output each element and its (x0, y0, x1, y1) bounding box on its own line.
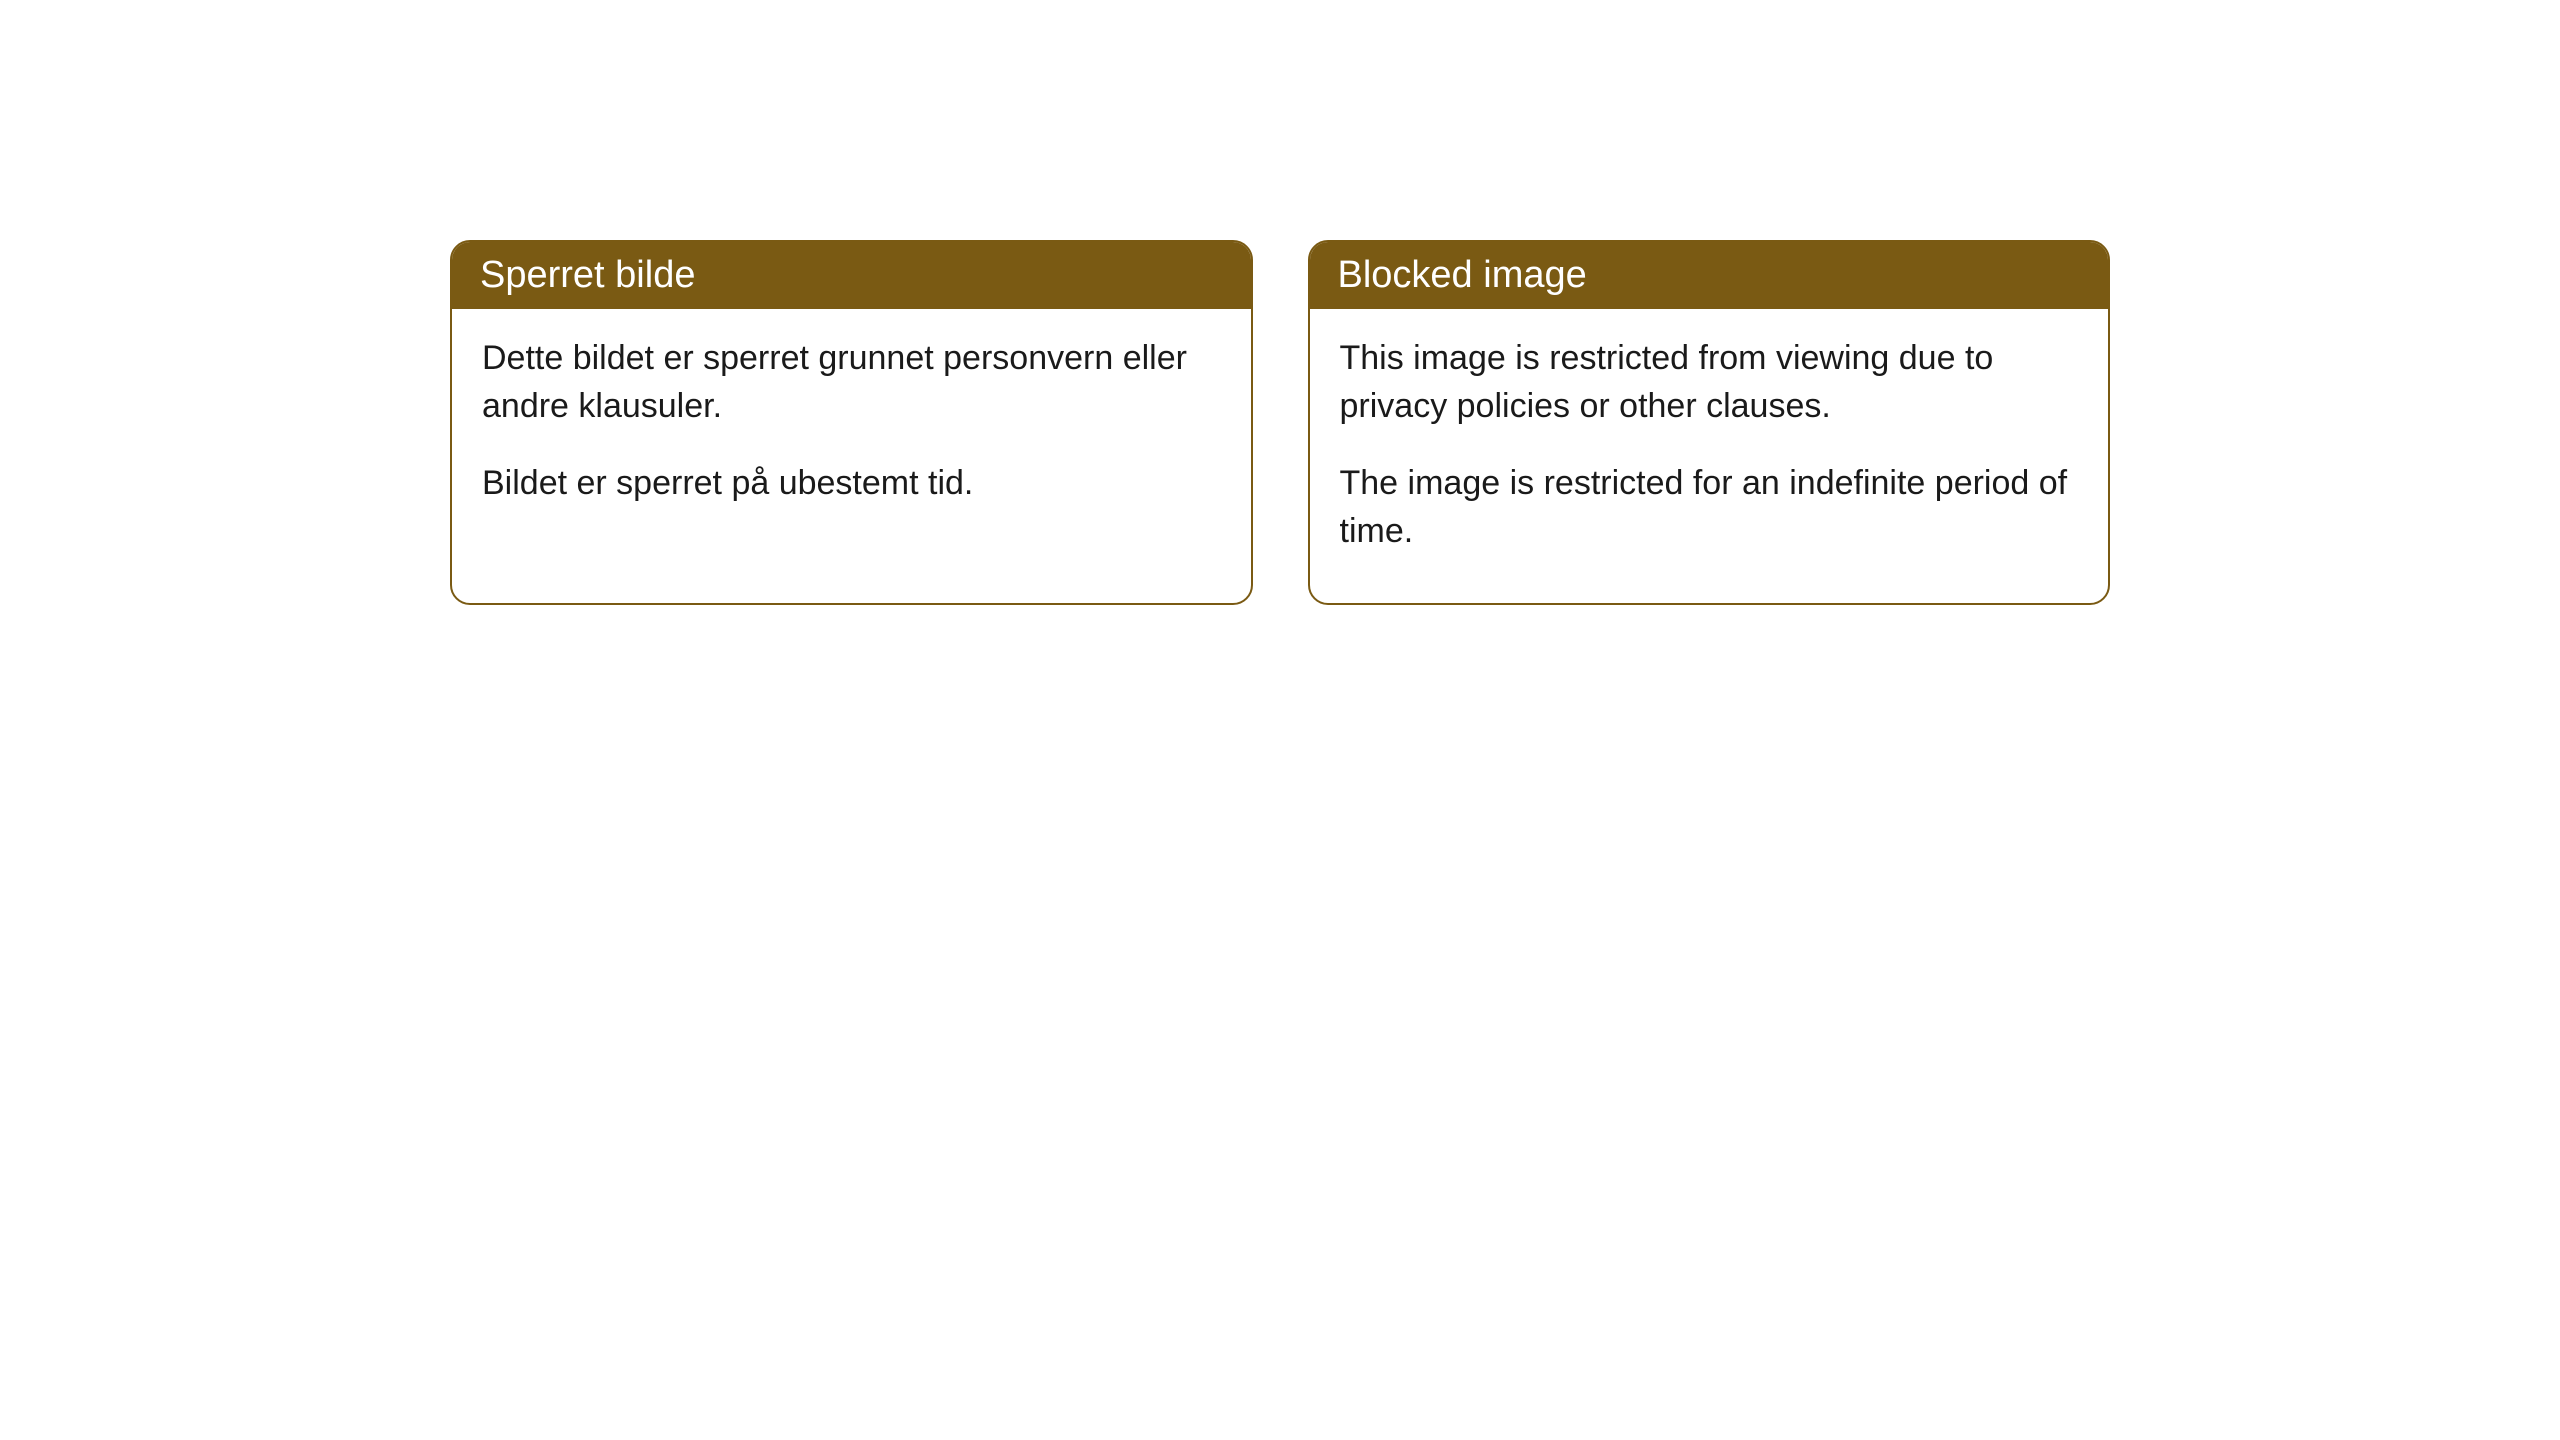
card-header-norwegian: Sperret bilde (452, 242, 1251, 309)
card-norwegian: Sperret bilde Dette bildet er sperret gr… (450, 240, 1253, 605)
card-title: Blocked image (1338, 254, 1587, 296)
card-title: Sperret bilde (480, 254, 695, 296)
card-english: Blocked image This image is restricted f… (1308, 240, 2111, 605)
card-body-english: This image is restricted from viewing du… (1310, 309, 2109, 603)
card-body-norwegian: Dette bildet er sperret grunnet personve… (452, 309, 1251, 556)
card-paragraph: Dette bildet er sperret grunnet personve… (482, 335, 1221, 430)
card-paragraph: Bildet er sperret på ubestemt tid. (482, 460, 1221, 508)
cards-container: Sperret bilde Dette bildet er sperret gr… (450, 240, 2110, 605)
card-header-english: Blocked image (1310, 242, 2109, 309)
card-paragraph: The image is restricted for an indefinit… (1340, 460, 2079, 555)
card-paragraph: This image is restricted from viewing du… (1340, 335, 2079, 430)
